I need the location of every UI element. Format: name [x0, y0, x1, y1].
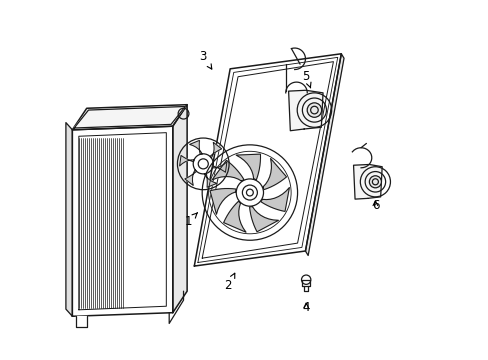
Circle shape	[310, 106, 318, 114]
Polygon shape	[236, 154, 260, 180]
Polygon shape	[72, 105, 187, 130]
Polygon shape	[204, 174, 217, 187]
Polygon shape	[353, 165, 382, 199]
Polygon shape	[179, 156, 194, 166]
Text: 1: 1	[185, 213, 197, 228]
Circle shape	[242, 185, 257, 200]
Circle shape	[236, 179, 263, 206]
Polygon shape	[288, 90, 323, 131]
Polygon shape	[72, 126, 172, 316]
Polygon shape	[74, 107, 185, 128]
Polygon shape	[261, 188, 289, 211]
Polygon shape	[209, 142, 221, 158]
Circle shape	[372, 179, 378, 185]
Polygon shape	[263, 158, 286, 190]
Polygon shape	[189, 140, 202, 154]
Circle shape	[306, 103, 321, 117]
Polygon shape	[172, 105, 187, 313]
Polygon shape	[301, 280, 310, 286]
Polygon shape	[184, 170, 196, 185]
Polygon shape	[212, 162, 226, 172]
Text: 2: 2	[224, 273, 234, 292]
Text: 4: 4	[302, 301, 309, 314]
Polygon shape	[194, 54, 341, 266]
Circle shape	[368, 176, 381, 188]
Polygon shape	[305, 54, 344, 256]
Polygon shape	[212, 160, 244, 181]
Text: 3: 3	[199, 50, 211, 69]
Text: 6: 6	[371, 199, 378, 212]
Polygon shape	[223, 201, 245, 232]
Polygon shape	[249, 207, 278, 232]
Polygon shape	[210, 189, 236, 214]
Polygon shape	[76, 316, 86, 327]
Polygon shape	[66, 123, 72, 316]
Text: 5: 5	[302, 69, 310, 88]
